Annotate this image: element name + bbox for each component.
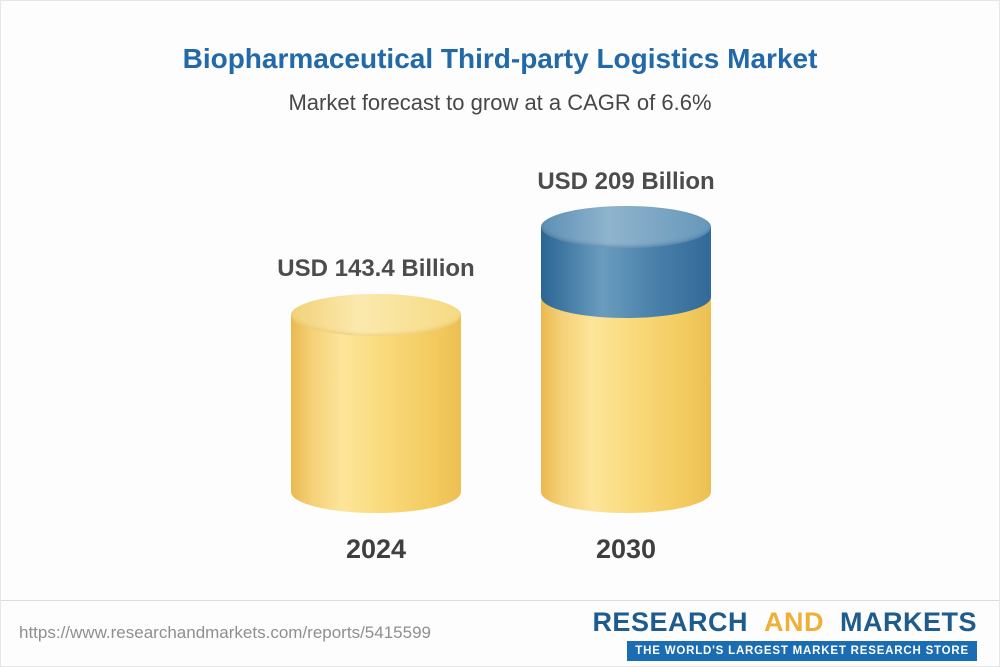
logo-word-research: RESEARCH [592, 607, 748, 637]
page-subtitle: Market forecast to grow at a CAGR of 6.6… [288, 90, 712, 115]
axis-label-2030: 2030 [595, 534, 657, 564]
value-label-2030: USD 209 Billion [537, 168, 715, 195]
research-and-markets-logo: RESEARCH AND MARKETS THE WORLD'S LARGEST… [592, 607, 977, 661]
page-title: Biopharmaceutical Third-party Logistics … [182, 43, 818, 74]
logo-tagline: THE WORLD'S LARGEST MARKET RESEARCH STOR… [627, 640, 977, 661]
value-label-2024: USD 143.4 Billion [277, 255, 475, 282]
logo-word-markets: MARKETS [840, 607, 977, 637]
axis-label-2024: 2024 [345, 534, 407, 564]
bar-2024-top-cap [291, 294, 461, 336]
report-url: https://www.researchandmarkets.com/repor… [19, 623, 431, 642]
footer: https://www.researchandmarkets.com/repor… [1, 600, 999, 666]
bar-2024-body [291, 315, 461, 513]
logo-wordmark: RESEARCH AND MARKETS [592, 607, 977, 638]
logo-word-and: AND [763, 607, 824, 637]
bar-2030-top-cap [541, 206, 711, 248]
